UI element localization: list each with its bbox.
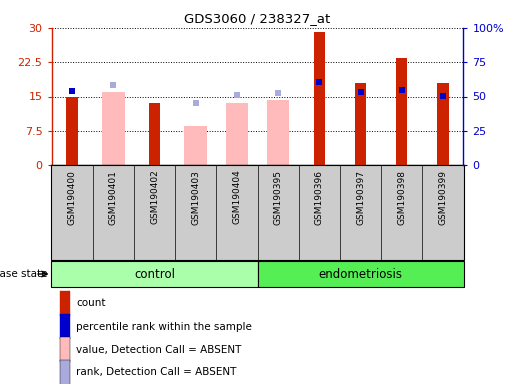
Bar [226,103,248,165]
Text: control: control [134,268,175,280]
Text: GSM190403: GSM190403 [191,170,200,225]
Text: rank, Detection Call = ABSENT: rank, Detection Call = ABSENT [76,367,236,377]
Bar [102,92,125,165]
Text: GSM190399: GSM190399 [438,170,448,225]
Text: GSM190400: GSM190400 [67,170,77,225]
Text: GSM190401: GSM190401 [109,170,118,225]
Text: GSM190404: GSM190404 [232,170,242,225]
Bar [60,291,70,316]
Bar [149,103,160,165]
Bar [355,83,366,165]
Bar [52,261,258,287]
Text: GSM190398: GSM190398 [397,170,406,225]
Title: GDS3060 / 238327_at: GDS3060 / 238327_at [184,12,331,25]
Bar [396,58,407,165]
Text: GSM190395: GSM190395 [273,170,283,225]
Bar [437,83,449,165]
Text: GSM190402: GSM190402 [150,170,159,225]
Text: GSM190397: GSM190397 [356,170,365,225]
Bar [60,314,70,339]
Text: endometriosis: endometriosis [318,268,403,280]
Bar [258,261,464,287]
Text: count: count [76,298,106,308]
Text: percentile rank within the sample: percentile rank within the sample [76,321,252,331]
Bar [66,96,78,165]
Bar [60,360,70,384]
Text: disease state: disease state [0,269,47,279]
Bar [267,100,289,165]
Text: value, Detection Call = ABSENT: value, Detection Call = ABSENT [76,344,242,354]
Text: GSM190396: GSM190396 [315,170,324,225]
Bar [314,31,325,165]
Bar [60,337,70,362]
Bar [184,126,207,165]
